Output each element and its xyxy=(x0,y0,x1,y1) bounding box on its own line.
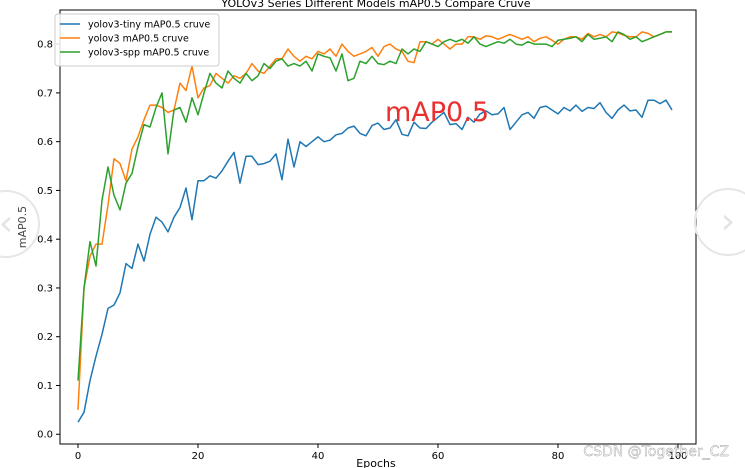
map-annotation: mAP0.5 xyxy=(385,97,489,128)
y-tick-label: 0.7 xyxy=(37,88,53,99)
plot-area xyxy=(77,31,673,423)
legend-label-0: yolov3-tiny mAP0.5 cruve xyxy=(88,20,210,31)
legend-label-2: yolov3-spp mAP0.5 cruve xyxy=(88,48,209,59)
series-line-0 xyxy=(77,99,673,423)
y-tick-label: 0.6 xyxy=(37,137,53,148)
y-tick-label: 0.3 xyxy=(37,283,53,294)
series-line-2 xyxy=(77,31,672,381)
y-tick-label: 0.4 xyxy=(37,235,53,246)
x-axis-label: Epochs xyxy=(356,457,396,468)
y-tick-label: 0.2 xyxy=(37,332,53,343)
x-tick-label: 100 xyxy=(668,451,687,462)
y-tick-label: 0.0 xyxy=(37,430,53,441)
x-tick-label: 40 xyxy=(312,451,325,462)
x-axis: 0 20 40 60 80 100 xyxy=(75,444,688,462)
y-tick-label: 0.8 xyxy=(37,40,53,51)
next-slide-button[interactable]: › xyxy=(694,188,745,256)
x-tick-label: 20 xyxy=(192,451,205,462)
x-tick-label: 80 xyxy=(552,451,565,462)
x-tick-label: 0 xyxy=(75,451,81,462)
x-tick-label: 60 xyxy=(432,451,445,462)
watermark-text: CSDN @Together_CZ xyxy=(583,444,729,460)
y-axis: 0.0 0.1 0.2 0.3 0.4 0.5 0.6 0.7 0.8 xyxy=(37,40,60,441)
legend-label-1: yolov3 mAP0.5 cruve xyxy=(88,34,189,45)
legend: yolov3-tiny mAP0.5 cruve yolov3 mAP0.5 cr… xyxy=(54,13,220,67)
y-tick-label: 0.1 xyxy=(37,381,53,392)
legend-box xyxy=(54,13,220,67)
chart-title: YOLOv3 Series Different Models mAP0.5 Co… xyxy=(220,0,530,10)
chevron-left-icon: ‹ xyxy=(0,203,14,244)
chevron-right-icon: › xyxy=(720,201,736,242)
y-tick-label: 0.5 xyxy=(37,186,53,197)
